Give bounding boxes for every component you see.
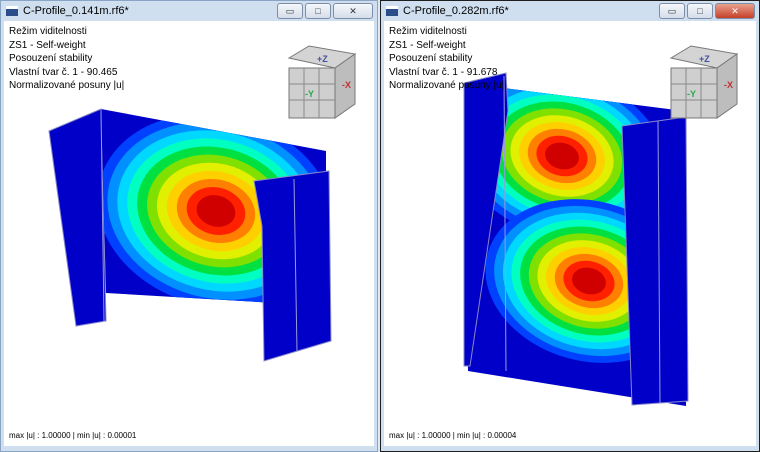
window-left[interactable]: C-Profile_0.141m.rf6* ▭ □ ✕ Režim vidite…	[0, 0, 378, 452]
cube-front-label: -Y	[687, 89, 696, 99]
right-flange	[621, 116, 689, 406]
contour-band	[196, 195, 236, 227]
info-line: Vlastní tvar č. 1 - 91.678	[389, 66, 498, 78]
view-info: Režim viditelnosti ZS1 - Self-weight Pos…	[389, 25, 504, 93]
model-view[interactable]: Režim viditelnosti ZS1 - Self-weight Pos…	[384, 21, 756, 446]
window-title: C-Profile_0.141m.rf6*	[23, 5, 129, 17]
left-flange	[463, 72, 509, 367]
close-button[interactable]: ✕	[333, 3, 373, 19]
app-icon	[6, 6, 18, 16]
title-bar[interactable]: C-Profile_0.282m.rf6* ▭ □ ✕	[381, 1, 759, 21]
window-right[interactable]: C-Profile_0.282m.rf6* ▭ □ ✕ Režim vidite…	[380, 0, 760, 452]
cube-top-label: +Z	[317, 54, 328, 64]
view-info: Režim viditelnosti ZS1 - Self-weight Pos…	[9, 25, 124, 93]
mesh-line	[100, 108, 105, 322]
cube-side-label: -X	[342, 80, 351, 90]
view-cube: -Y -X +Z	[669, 45, 739, 119]
info-line: Režim viditelnosti	[9, 26, 87, 37]
info-line: Režim viditelnosti	[389, 26, 467, 37]
info-line: ZS1 - Self-weight	[389, 39, 466, 51]
mesh-line	[293, 178, 298, 352]
mesh-line	[657, 120, 661, 404]
info-line: Vlastní tvar č. 1 - 90.465	[9, 66, 118, 78]
info-line: Posouzení stability	[9, 53, 93, 64]
title-bar[interactable]: C-Profile_0.141m.rf6* ▭ □ ✕	[1, 1, 377, 21]
contour-group	[464, 83, 666, 238]
cube-front	[288, 67, 336, 119]
minimize-button[interactable]: ▭	[659, 3, 685, 19]
app-icon	[386, 6, 398, 16]
close-button[interactable]: ✕	[715, 3, 755, 19]
cube-front-label: -Y	[305, 89, 314, 99]
cube-side-label: -X	[724, 80, 733, 90]
info-line: Posouzení stability	[389, 53, 473, 64]
status-text: max |u| : 1.00000 | min |u| : 0.00004	[389, 431, 517, 440]
cube-side	[334, 53, 356, 119]
cube-top-label: +Z	[699, 54, 710, 64]
window-title: C-Profile_0.282m.rf6*	[403, 5, 509, 17]
info-line: Normalizované posuny |u|	[389, 80, 505, 91]
mesh-line	[503, 75, 507, 372]
cube-front	[670, 67, 718, 119]
info-line: ZS1 - Self-weight	[9, 39, 86, 51]
right-flange	[253, 170, 332, 362]
contour-band	[545, 142, 579, 170]
view-cube: -Y -X +Z	[287, 45, 357, 119]
status-text: max |u| : 1.00000 | min |u| : 0.00001	[9, 431, 137, 440]
contour-band	[572, 267, 606, 295]
info-line: Normalizované posuny |u|	[9, 80, 125, 91]
maximize-button[interactable]: □	[305, 3, 331, 19]
c-profile-model: -Y -X +Z	[463, 45, 739, 406]
left-flange	[48, 108, 107, 327]
cube-side	[716, 53, 738, 119]
minimize-button[interactable]: ▭	[277, 3, 303, 19]
maximize-button[interactable]: □	[687, 3, 713, 19]
model-view[interactable]: Režim viditelnosti ZS1 - Self-weight Pos…	[4, 21, 374, 446]
c-profile-model: -Y -X +Z	[48, 45, 357, 362]
